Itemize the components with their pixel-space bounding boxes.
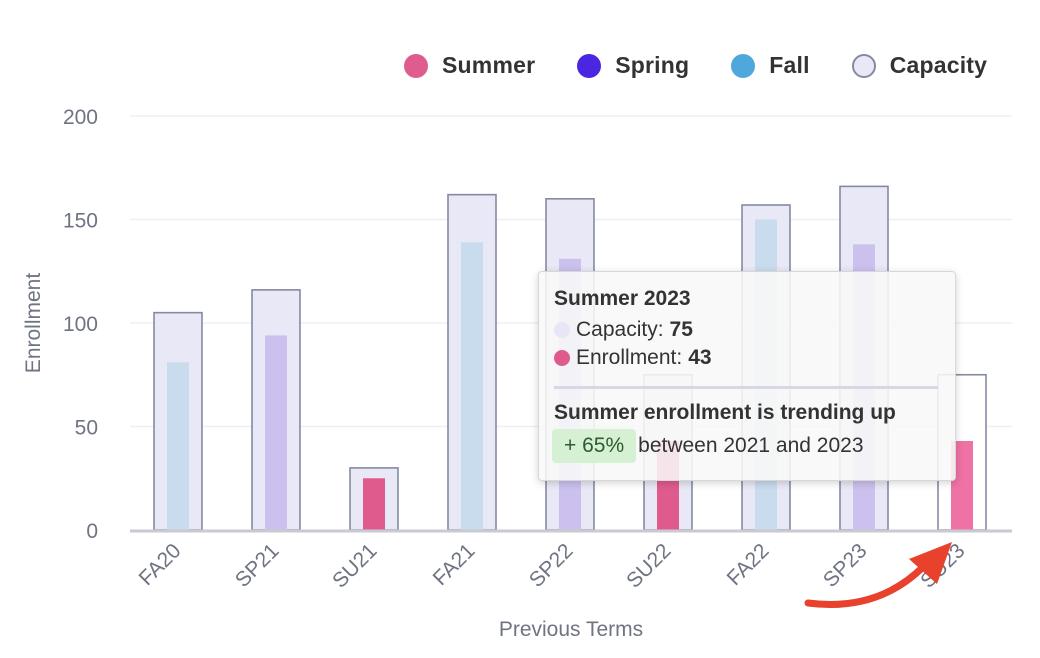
x-tick-label: SU22	[622, 539, 675, 592]
x-tick-label: SU21	[328, 539, 381, 592]
x-tick-label: SP21	[231, 539, 284, 592]
legend-item-spring[interactable]: Spring	[577, 52, 689, 79]
x-axis-label: Previous Terms	[499, 618, 643, 641]
legend-label: Spring	[615, 52, 690, 78]
x-tick-label: SP23	[819, 539, 872, 592]
tooltip-capacity-label: Capacity:	[576, 318, 664, 341]
tooltip-headline: Summer enrollment is trending up	[554, 401, 896, 424]
tooltip-capacity-value: 75	[669, 318, 693, 341]
x-tick-label: FA20	[135, 539, 186, 590]
tooltip-enrollment-label: Enrollment:	[576, 346, 683, 369]
enrollment-bar-fa20[interactable]	[167, 362, 189, 530]
tooltip-title: Summer 2023	[554, 287, 691, 310]
summer-dot-icon	[554, 350, 570, 366]
legend-label: Capacity	[889, 52, 988, 78]
y-tick-label: 50	[75, 417, 98, 440]
x-axis-ticks: FA20SP21SU21FA21SP22SU22FA22SP23SU23	[135, 539, 970, 592]
trend-change-badge: + 65%	[552, 429, 637, 463]
legend-label: Fall	[769, 52, 810, 78]
fall-swatch-icon	[731, 53, 756, 78]
tooltip-enrollment-row: Enrollment: 43	[554, 344, 940, 372]
y-tick-label: 150	[63, 210, 98, 233]
tooltip-capacity-row: Capacity: 75	[554, 316, 940, 344]
tooltip-trend-row: + 65% between 2021 and 2023	[552, 429, 940, 463]
capacity-swatch-icon	[851, 53, 876, 78]
pointer-arrow-icon	[804, 562, 928, 608]
pointer-arrowhead-icon	[909, 542, 952, 584]
spring-swatch-icon	[577, 53, 602, 78]
legend-label: Summer	[442, 52, 536, 78]
x-tick-label: FA21	[429, 539, 480, 590]
tooltip-divider	[554, 386, 938, 389]
y-tick-label: 100	[63, 313, 98, 336]
enrollment-bar-sp21[interactable]	[265, 335, 287, 530]
trend-change-text: between 2021 and 2023	[638, 434, 864, 457]
x-tick-label: FA22	[723, 539, 774, 590]
y-tick-label: 200	[63, 106, 98, 129]
summer-swatch-icon	[404, 53, 428, 78]
legend-item-fall[interactable]: Fall	[731, 52, 809, 79]
y-axis-label: Enrollment	[22, 273, 45, 374]
x-tick-label: SP22	[525, 539, 578, 592]
legend-item-summer[interactable]: Summer	[404, 52, 535, 79]
enrollment-bar-fa21[interactable]	[461, 242, 483, 530]
chart-legend: Summer Spring Fall Capacity	[404, 52, 987, 79]
y-tick-label: 0	[86, 520, 98, 543]
legend-item-capacity[interactable]: Capacity	[851, 52, 988, 79]
tooltip-enrollment-value: 43	[688, 346, 712, 369]
capacity-dot-icon	[554, 322, 570, 338]
enrollment-bar-su21[interactable]	[363, 478, 385, 530]
enrollment-bar-su23[interactable]	[951, 440, 973, 530]
bar-tooltip: Summer 2023 Capacity: 75 Enrollment: 43 …	[538, 271, 956, 481]
y-axis-ticks: 0 50 100 150 200	[63, 106, 98, 543]
